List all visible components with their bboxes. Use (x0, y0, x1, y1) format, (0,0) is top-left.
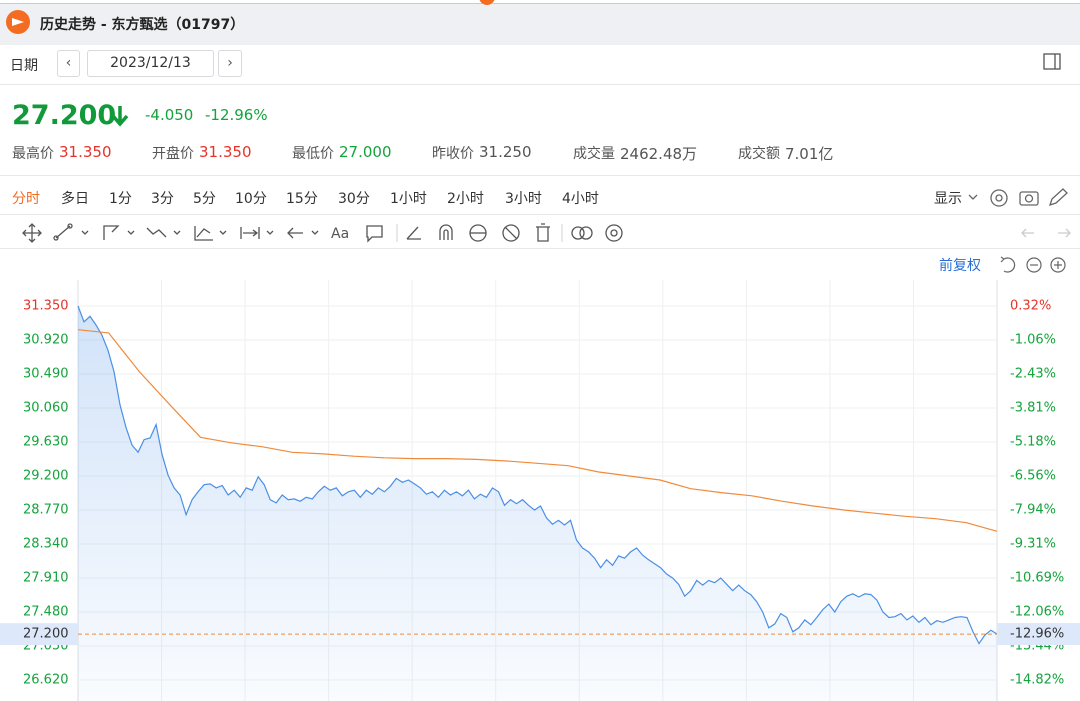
notch (479, 0, 495, 5)
stat-value: 2462.48万 (620, 145, 698, 163)
price-change-pct: -12.96% (205, 106, 268, 124)
prev-date[interactable]: ‹ (57, 50, 80, 77)
period-tab[interactable]: 5分 (193, 191, 216, 207)
svg-text:Aa: Aa (331, 226, 349, 242)
y-tick-label: 31.350 (23, 299, 69, 314)
last-price-box (0, 623, 78, 646)
period-tab[interactable]: 2小时 (447, 191, 484, 207)
window-title: 历史走势 - 东方甄选（01797） (40, 17, 245, 33)
y-tick-label: 27.910 (23, 571, 69, 586)
y2-tick-label: -9.31% (1010, 536, 1056, 551)
period-tab[interactable]: 1分 (109, 191, 132, 207)
y-tick-label: 30.920 (23, 333, 69, 348)
stat-label: 成交额 (738, 146, 780, 162)
price-chart: 31.350 30.920 30.490 30.060 29.630 29.200 28.7… (0, 280, 1080, 701)
stat-value: 31.350 (59, 143, 112, 161)
last-change-box (997, 623, 1080, 646)
price: 27.200 (12, 100, 117, 131)
y-tick-label: 28.340 (23, 537, 69, 552)
down-arrow (111, 106, 129, 127)
price-area (78, 306, 997, 701)
app-icon (6, 10, 30, 34)
stat-value: 31.350 (199, 143, 252, 161)
stat-value: 7.01亿 (785, 145, 834, 163)
divider (0, 84, 1080, 85)
stat-label: 昨收价 (432, 146, 474, 162)
last-change-label: -12.96% (1010, 627, 1064, 642)
y2-tick-label: -1.06% (1010, 333, 1056, 348)
title-bar (0, 3, 1080, 45)
stat-label: 成交量 (573, 146, 615, 162)
layout-toggle[interactable] (1042, 52, 1062, 72)
y-tick-label: 30.490 (23, 367, 69, 382)
divider (0, 248, 1080, 249)
y-tick-label: 29.200 (23, 469, 69, 484)
divider (0, 175, 1080, 176)
y2-tick-label: -6.56% (1010, 468, 1056, 483)
y-tick-label: 28.770 (23, 503, 69, 518)
chart-tools (968, 188, 1068, 207)
y-tick-label: 30.060 (23, 401, 69, 416)
period-tab[interactable]: 分时 (12, 191, 40, 207)
y2-tick-label: -7.94% (1010, 503, 1056, 518)
period-tab[interactable]: 3分 (151, 191, 174, 207)
y2-tick-label: -14.82% (1010, 673, 1064, 688)
y2-tick-label: -5.18% (1010, 434, 1056, 449)
y-tick-label: 29.630 (23, 435, 69, 450)
price-change: -4.050 (145, 106, 194, 124)
display-menu[interactable]: 显示 (934, 191, 962, 207)
stat-label: 最高价 (12, 146, 54, 162)
stat-label: 开盘价 (152, 146, 194, 162)
stat-value: 31.250 (479, 143, 532, 161)
period-tab[interactable]: 4小时 (562, 191, 599, 207)
stat-label: 最低价 (292, 146, 334, 162)
y2-tick-label: 0.32% (1010, 299, 1051, 314)
drawing-toolbar: Aa (22, 223, 1071, 243)
y2-tick-label: -2.43% (1010, 366, 1056, 381)
y2-tick-label: -10.69% (1010, 570, 1064, 585)
date-label: 日期 (10, 58, 38, 74)
stat-value: 27.000 (339, 143, 392, 161)
y2-tick-label: -12.06% (1010, 604, 1064, 619)
period-tab[interactable]: 30分 (338, 191, 370, 207)
period-tab[interactable]: 1小时 (390, 191, 427, 207)
y2-tick-label: -3.81% (1010, 401, 1056, 416)
last-price-label: 27.200 (23, 627, 69, 642)
date-input[interactable]: 2023/12/13 (87, 50, 214, 77)
adjust-mode[interactable]: 前复权 (939, 258, 981, 274)
period-tab[interactable]: 多日 (61, 191, 89, 207)
y-tick-label: 26.620 (23, 673, 69, 688)
period-tab[interactable]: 15分 (286, 191, 318, 207)
y-tick-label: 27.480 (23, 605, 69, 620)
next-date[interactable]: › (218, 50, 242, 77)
average-line (77, 329, 998, 532)
zoom-tools (1000, 256, 1066, 273)
divider (0, 214, 1080, 215)
price-line (77, 305, 998, 645)
period-tab[interactable]: 3小时 (505, 191, 542, 207)
period-tab[interactable]: 10分 (235, 191, 267, 207)
